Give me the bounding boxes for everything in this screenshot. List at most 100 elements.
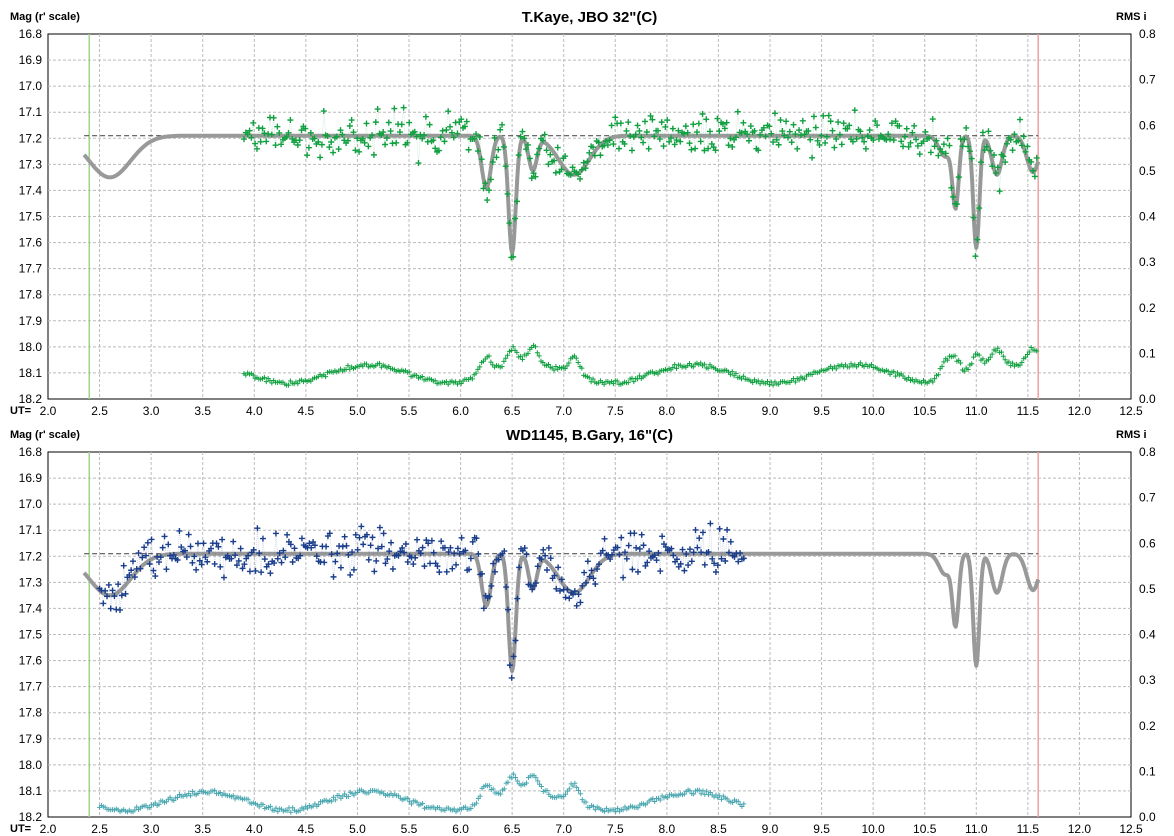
data-point — [916, 151, 923, 158]
data-point — [684, 129, 691, 136]
data-point — [268, 131, 275, 138]
data-connector — [240, 548, 243, 569]
data-point — [582, 165, 589, 172]
rms-point — [809, 372, 815, 378]
data-connector — [396, 554, 399, 556]
data-point — [538, 556, 545, 563]
data-connector — [826, 115, 830, 137]
data-point — [105, 581, 112, 588]
data-point — [372, 119, 379, 126]
x-tick-label: 3.5 — [194, 404, 211, 418]
data-connector — [650, 115, 653, 120]
data-point — [111, 593, 118, 600]
data-connector — [923, 131, 926, 142]
rms-point — [305, 805, 311, 811]
data-connector — [696, 123, 700, 133]
rms-point — [451, 806, 457, 812]
data-point — [870, 137, 877, 144]
data-connector — [847, 125, 850, 129]
x-tick-label: 2.5 — [91, 822, 108, 836]
data-connector — [693, 124, 696, 149]
data-point — [874, 122, 881, 129]
data-point — [469, 538, 476, 545]
data-point — [872, 118, 879, 125]
data-point — [591, 152, 598, 159]
data-point — [909, 129, 916, 136]
data-point — [525, 141, 532, 148]
data-connector — [477, 136, 481, 152]
data-point — [348, 117, 355, 124]
data-connector — [143, 547, 147, 556]
data-point — [699, 111, 706, 118]
data-point — [693, 129, 700, 136]
data-point — [948, 184, 955, 191]
data-point — [441, 138, 448, 145]
rms-point — [330, 794, 336, 800]
data-point — [966, 148, 973, 155]
y2-tick-label: 0.6 — [1139, 118, 1156, 132]
data-point — [833, 136, 840, 143]
data-connector — [446, 551, 449, 572]
y-tick-label: 17.7 — [19, 680, 43, 694]
data-connector — [702, 113, 705, 151]
data-connector — [247, 130, 250, 135]
data-point — [985, 128, 992, 135]
data-connector — [730, 138, 733, 147]
data-point — [261, 130, 268, 137]
data-point — [820, 112, 827, 119]
data-point — [224, 552, 231, 559]
data-point — [466, 566, 473, 573]
data-point — [532, 580, 539, 587]
data-connector — [854, 110, 857, 139]
data-point — [462, 547, 469, 554]
data-point — [690, 121, 697, 128]
rms-point — [490, 786, 496, 792]
rms-point — [295, 381, 301, 387]
data-point — [250, 119, 257, 126]
data-connector — [720, 122, 724, 125]
data-point — [398, 121, 405, 128]
data-point — [592, 581, 599, 588]
data-point — [265, 561, 272, 568]
y2-tick-label: 0.7 — [1139, 491, 1156, 505]
data-connector — [195, 543, 199, 570]
data-point — [161, 533, 168, 540]
data-point — [621, 549, 628, 556]
data-point — [296, 137, 303, 144]
data-connector — [778, 120, 781, 145]
rms-point — [263, 379, 269, 385]
data-point — [547, 555, 554, 562]
data-connector — [262, 538, 266, 560]
data-point — [513, 198, 520, 205]
data-point — [641, 118, 648, 125]
data-point — [185, 531, 192, 538]
y-tick-label: 17.1 — [19, 105, 43, 119]
data-connector — [400, 547, 403, 552]
data-connector — [609, 554, 613, 560]
data-connector — [592, 147, 596, 156]
y2-tick-label: 0.4 — [1139, 210, 1156, 224]
data-connector — [509, 223, 512, 258]
data-point — [690, 549, 697, 556]
rms-point — [171, 797, 177, 803]
data-point — [607, 556, 614, 563]
data-point — [174, 556, 181, 563]
data-point — [458, 534, 465, 541]
data-connector — [275, 533, 279, 559]
data-point — [707, 520, 714, 527]
data-point — [586, 573, 593, 580]
data-point — [768, 130, 775, 137]
data-connector — [304, 128, 308, 156]
data-point — [558, 576, 565, 583]
data-point — [430, 137, 437, 144]
x-tick-label: 11.5 — [1017, 822, 1040, 836]
data-point — [527, 582, 534, 589]
data-point — [282, 554, 289, 561]
data-point — [723, 119, 730, 126]
data-point — [646, 548, 653, 555]
data-connector — [530, 585, 533, 590]
data-point — [903, 125, 910, 132]
data-point — [382, 141, 389, 148]
data-point — [287, 117, 294, 124]
data-connector — [732, 555, 735, 558]
